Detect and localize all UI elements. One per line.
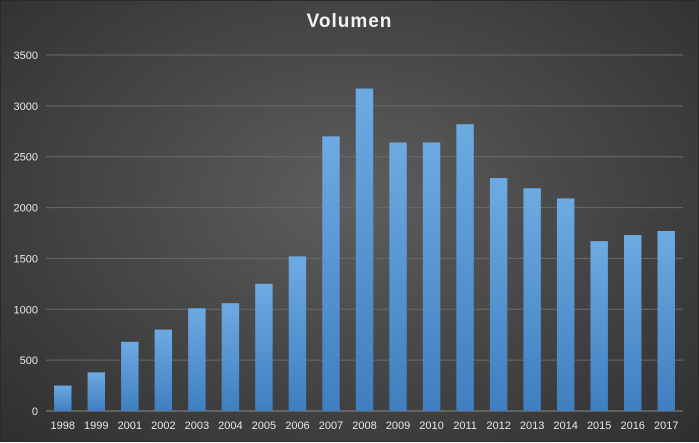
bar-2004 [221, 303, 240, 411]
bar-2007 [322, 136, 340, 411]
chart-title: Volumen [306, 11, 393, 32]
x-tick-label: 2014 [553, 420, 577, 432]
bar-2006 [288, 256, 307, 411]
x-tick-label: 2015 [587, 420, 611, 432]
x-tick-label: 1998 [51, 420, 75, 432]
bar-2013 [523, 188, 541, 411]
x-tick-label: 2003 [185, 420, 209, 432]
bar-2012 [489, 178, 508, 411]
x-tick-label: 2017 [654, 420, 678, 432]
bars [54, 88, 675, 412]
bar-2015 [590, 241, 608, 411]
x-tick-label: 1999 [84, 420, 108, 432]
bar-2002 [154, 329, 173, 411]
bar-2003 [188, 308, 206, 411]
x-tick-label: 2010 [419, 420, 443, 432]
x-tick-label: 2016 [620, 420, 644, 432]
bar-2005 [255, 283, 273, 411]
y-tick-label: 3000 [14, 101, 38, 113]
y-tick-label: 500 [20, 355, 38, 367]
bar-1998 [54, 385, 72, 411]
bar-2008 [355, 88, 374, 412]
bar-2010 [422, 142, 441, 411]
x-tick-label: 2001 [118, 420, 142, 432]
x-axis-ticks: 1998 1999 2001 2002 2003 2004 2005 2006 2007 2008… [51, 420, 679, 432]
bar-2017 [657, 230, 675, 411]
x-tick-label: 2002 [151, 420, 175, 432]
bar-2016 [623, 235, 642, 411]
bar-2011 [456, 124, 474, 411]
x-tick-label: 2005 [252, 420, 276, 432]
x-tick-label: 2006 [285, 420, 309, 432]
bar-2001 [121, 341, 139, 411]
y-axis-ticks: 0 500 1000 1500 2000 2500 3000 3500 [14, 50, 38, 418]
x-tick-label: 2009 [386, 420, 410, 432]
y-tick-label: 3500 [14, 50, 38, 62]
bar-2014 [556, 198, 575, 411]
x-tick-label: 2008 [352, 420, 376, 432]
x-tick-label: 2004 [218, 420, 242, 432]
y-tick-label: 0 [32, 406, 38, 418]
bar-2009 [389, 142, 407, 411]
y-tick-label: 2500 [14, 152, 38, 164]
x-tick-label: 2013 [520, 420, 544, 432]
bar-1999 [87, 372, 106, 411]
x-tick-label: 2007 [319, 420, 343, 432]
x-tick-label: 2011 [453, 420, 477, 432]
y-tick-label: 1500 [14, 253, 38, 265]
y-tick-label: 1000 [14, 304, 38, 316]
x-tick-label: 2012 [486, 420, 510, 432]
y-tick-label: 2000 [14, 203, 38, 215]
